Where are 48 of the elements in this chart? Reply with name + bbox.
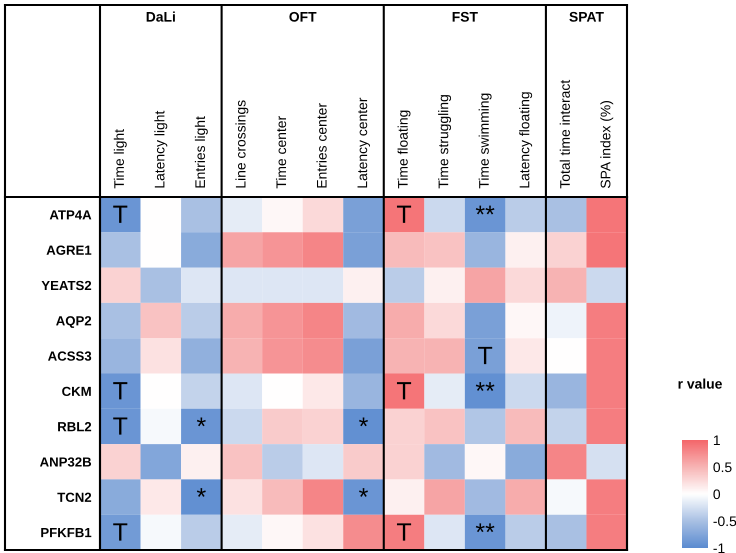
data-label: T [113,523,128,541]
x-tick-label: Entries light [194,116,208,188]
color-bar-label: 0 [713,489,720,500]
x-tick-label: Time struggling [438,95,452,188]
color-bar-label: 1 [714,435,720,446]
x-tick-label: Time swimming [478,94,492,188]
x-tick-label: Latency center [358,98,370,188]
data-label: T [113,206,128,223]
x-tick-label: Latency light [154,110,168,188]
data-label: T [478,346,492,364]
data-label: * [196,417,206,426]
y-tick-label: PFKFB1 [41,528,92,538]
y-tick-label: CKM [62,386,91,396]
y-tick-label: TCN2 [57,492,92,502]
data-label: * [359,417,368,426]
y-tick-label: YEATS2 [42,280,92,290]
x-tick-label: Entries center [316,103,327,188]
y-tick-label: RBL2 [58,422,92,432]
color-bar-title: r value [678,378,722,389]
data-label: * [359,488,368,497]
data-label: ** [476,382,494,391]
data-label: T [113,382,128,400]
data-label: T [396,382,412,400]
y-tick-label: ANP32B [40,457,92,467]
y-tick-label: ATP4A [50,210,92,220]
data-label: * [196,488,206,497]
x-tick-label: SPA index (%) [600,101,614,188]
color-bar-label: -1 [713,543,725,553]
x-tick-label: Time center [276,116,286,188]
x-tick-label: Total time interact [560,80,570,188]
y-tick-label: ACSS3 [48,351,92,361]
data-label: T [396,523,412,541]
x-tick-label: Latency floating [519,92,532,188]
text: DaLi [146,12,175,22]
y-tick-label: AQP2 [56,316,92,328]
color-bar-label: -0.5 [713,516,736,526]
data-label: ** [476,523,494,532]
x-tick-label: Time floating [398,110,411,188]
x-tick-label: Time light [114,129,127,188]
data-label: T [113,417,128,435]
text: FST [452,12,478,22]
data-label: T [396,206,412,223]
y-tick-label: AGRE1 [46,246,92,255]
text: OFT [289,12,316,22]
x-tick-label: Line crossings [235,100,248,188]
data-label: ** [476,206,494,214]
text: SPAT [569,12,604,22]
color-bar-label: 0.5 [713,462,732,472]
